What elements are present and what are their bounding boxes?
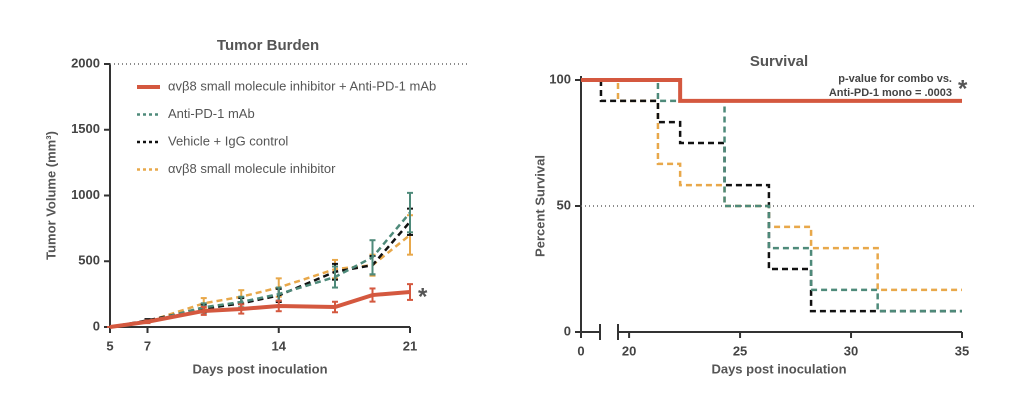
y-axis-label: Percent Survival (532, 155, 547, 257)
x-tick-label: 7 (144, 338, 151, 353)
x-axis-label: Days post inoculation (711, 361, 846, 376)
x-axis-label: Days post inoculation (192, 361, 327, 376)
series-line (109, 290, 411, 329)
y-tick-label: 2000 (71, 55, 100, 70)
survival-curve (581, 78, 962, 103)
series-line (109, 220, 411, 329)
annotation: p-value for combo vs. (838, 73, 952, 85)
survival-curve (581, 78, 962, 313)
y-tick-label: 50 (557, 197, 571, 212)
x-tick-label: 20 (622, 343, 636, 358)
legend-label: αvβ8 small molecule inhibitor (168, 161, 336, 176)
annotation: Anti-PD-1 mono = .0003 (829, 87, 952, 99)
y-tick-label: 1500 (71, 121, 100, 136)
x-tick-label: 0 (577, 343, 584, 358)
y-tick-label: 0 (564, 323, 571, 338)
y-axis-label: Tumor Volume (mm³) (43, 131, 58, 260)
x-tick-label: 25 (733, 343, 747, 358)
legend-label: Anti-PD-1 mAb (168, 106, 255, 121)
x-tick-label: 5 (106, 338, 113, 353)
chart-title: Tumor Burden (217, 37, 319, 54)
y-tick-label: 500 (78, 253, 100, 268)
x-tick-label: 30 (844, 343, 858, 358)
chart-title: Survival (750, 53, 808, 70)
x-tick-label: 14 (272, 338, 287, 353)
survival-curve (581, 78, 962, 313)
survival-curve (581, 78, 962, 292)
x-tick-label: 35 (955, 343, 969, 358)
y-tick-label: 0 (93, 318, 100, 333)
y-tick-label: 1000 (71, 187, 100, 202)
x-tick-label: 21 (403, 338, 417, 353)
annotation: * (418, 283, 428, 310)
y-tick-label: 100 (549, 71, 571, 86)
series-line (109, 233, 411, 329)
annotation: * (958, 75, 968, 102)
legend-label: αvβ8 small molecule inhibitor + Anti-PD-… (168, 78, 436, 93)
series-line (109, 211, 411, 329)
legend-label: Vehicle + IgG control (168, 133, 288, 148)
